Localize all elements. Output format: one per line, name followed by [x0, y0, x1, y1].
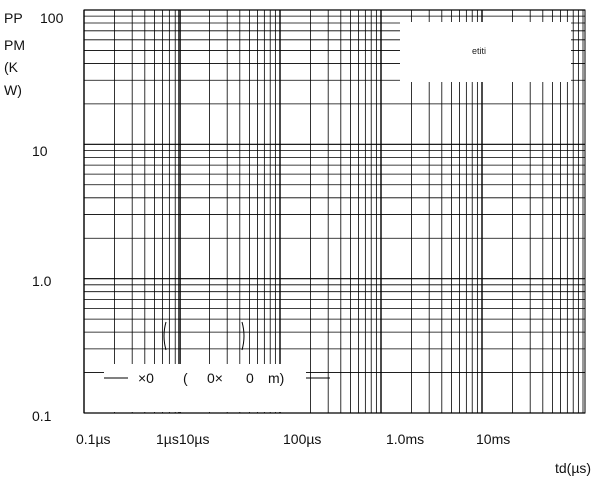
y-tick-label-10: 10 [32, 143, 48, 159]
y-tick-label-0-1: 0.1 [32, 408, 52, 424]
x-tick-label-1us-10us: 1µs10µs [156, 431, 210, 447]
x-tick-label-0-1us: 0.1µs [76, 431, 111, 447]
y-tick-label-1: 1.0 [32, 273, 52, 289]
y-axis-title-line-1: PP [4, 10, 23, 26]
annotation-part-5: m) [268, 370, 284, 386]
legend: etiti [400, 22, 571, 82]
legend-box [400, 22, 571, 82]
y-tick-label-100: 100 [40, 10, 64, 26]
legend-text: etiti [472, 46, 486, 56]
x-tick-label-1ms: 1.0ms [386, 431, 424, 447]
plot-frame [83, 9, 586, 414]
y-axis-title-line-3: (K [4, 59, 19, 75]
annotation-part-4: 0 [246, 370, 254, 386]
annotation-part-1: ×0 [138, 370, 154, 386]
annotation: ×0 ( 0× 0 m) [104, 321, 330, 412]
annotation-mark-left [163, 321, 167, 351]
y-axis-title-line-4: W) [4, 82, 22, 98]
annotation-part-2: ( [183, 370, 188, 386]
x-tick-label-10ms: 10ms [476, 431, 510, 447]
y-axis-title-line-2: PM [4, 37, 25, 53]
x-axis-title: td(µs) [555, 460, 591, 476]
annotation-box [104, 364, 306, 412]
annotation-mark-right [241, 321, 245, 351]
annotation-part-3: 0× [207, 370, 223, 386]
x-tick-label-100us: 100µs [283, 431, 321, 447]
